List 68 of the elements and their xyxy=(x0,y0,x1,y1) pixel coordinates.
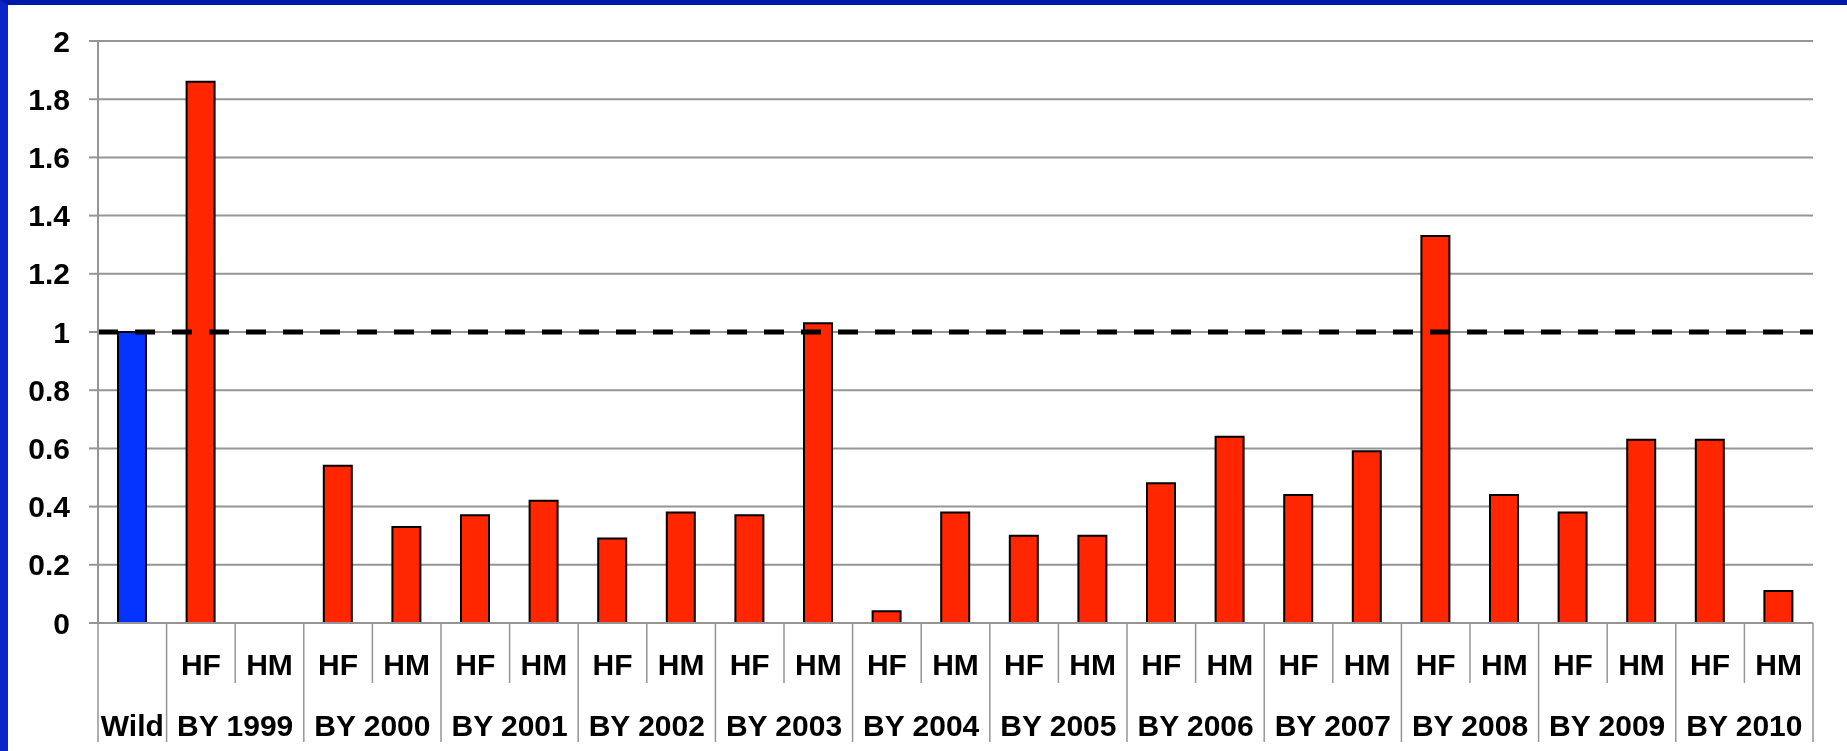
x-tick-label: HF xyxy=(180,647,221,681)
bar xyxy=(1146,482,1176,623)
y-tick-label: 1.2 xyxy=(28,257,70,291)
text: BY 2003 xyxy=(725,708,843,742)
x-tick-label: HF xyxy=(1552,647,1593,681)
text: BY 2001 xyxy=(451,708,568,742)
bar xyxy=(1626,438,1657,623)
bar xyxy=(1694,438,1725,623)
x-tick-label: HM xyxy=(246,647,293,681)
text: BY 1999 xyxy=(177,708,294,742)
x-tick-label: HM xyxy=(1069,647,1117,681)
y-tick-label: 1.8 xyxy=(28,82,70,116)
x-tick-label: HM xyxy=(657,647,705,681)
bar xyxy=(1763,589,1794,623)
x-tick-label: HF xyxy=(1415,647,1456,681)
y-tick-label: 0.6 xyxy=(28,432,70,466)
text: BY 2009 xyxy=(1549,708,1666,742)
bar xyxy=(1557,511,1588,623)
bar xyxy=(871,610,902,623)
x-tick-label: HM xyxy=(520,647,568,681)
y-tick-label: 0.4 xyxy=(28,490,71,524)
y-tick-label: 2 xyxy=(53,24,70,58)
x-tick-label: HM xyxy=(1755,647,1803,681)
y-tick-label: 0 xyxy=(53,606,70,640)
x-tick-label: HF xyxy=(318,647,359,681)
x-tick-label: HM xyxy=(1480,647,1528,681)
x-tick-label: HF xyxy=(1690,647,1731,681)
bar xyxy=(597,537,628,623)
bar xyxy=(665,511,696,623)
bar xyxy=(460,514,490,623)
text: BY 2000 xyxy=(314,708,431,742)
bar xyxy=(1214,435,1245,623)
x-tick-label: HF xyxy=(1141,647,1182,681)
y-tick-label: 1.4 xyxy=(28,199,71,233)
bar xyxy=(1077,534,1108,623)
x-tick-label: HM xyxy=(794,647,842,681)
x-tick-label: HF xyxy=(1004,647,1045,681)
text: BY 2004 xyxy=(863,708,980,742)
text: BY 2008 xyxy=(1411,708,1529,742)
x-tick-label: HM xyxy=(1343,647,1391,681)
bar xyxy=(734,514,765,623)
text: Wild xyxy=(100,708,164,742)
bar xyxy=(1351,450,1382,623)
y-tick-label: 0.2 xyxy=(28,548,70,582)
x-tick-label: HF xyxy=(866,647,907,681)
y-tick-label: 0.8 xyxy=(28,373,70,407)
bar xyxy=(940,511,971,623)
x-tick-label: HM xyxy=(383,647,431,681)
y-tick-label: 1.6 xyxy=(28,141,70,175)
bar xyxy=(1283,493,1314,623)
bar xyxy=(322,464,353,623)
x-tick-label: HM xyxy=(932,647,979,681)
bar xyxy=(528,499,559,623)
x-tick-label: HF xyxy=(455,647,496,681)
text: BY 2010 xyxy=(1686,708,1803,742)
text: BY 2007 xyxy=(1274,708,1391,742)
x-tick-label: HF xyxy=(729,647,770,681)
bar xyxy=(1008,534,1039,623)
text: BY 2002 xyxy=(588,708,705,742)
bar xyxy=(1489,493,1519,623)
x-tick-label: HF xyxy=(1278,647,1319,681)
bar xyxy=(391,525,422,623)
x-tick-label: HM xyxy=(1206,647,1254,681)
y-tick-label: 1 xyxy=(53,315,70,349)
text: BY 2005 xyxy=(1000,708,1117,742)
x-tick-label: HM xyxy=(1618,647,1665,681)
text: BY 2006 xyxy=(1137,708,1254,742)
x-tick-label: HF xyxy=(592,647,633,681)
